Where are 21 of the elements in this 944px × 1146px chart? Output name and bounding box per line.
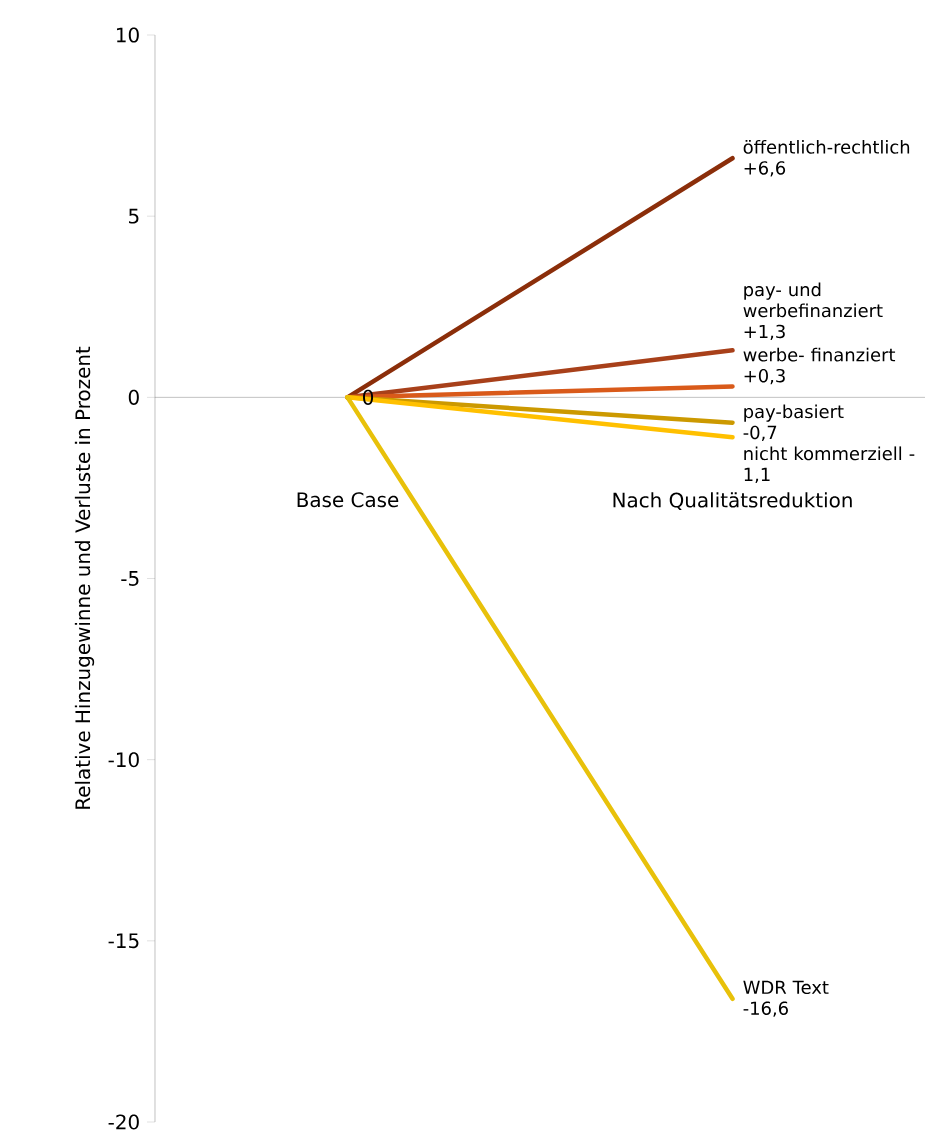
data-label: +1,3: [744, 324, 785, 341]
data-label: 0: [363, 389, 374, 405]
series-label: pay-basiert: [744, 404, 844, 422]
y-tick-label: 10: [116, 27, 139, 43]
y-tick-label: 5: [129, 208, 139, 224]
y-tick-label: 0: [128, 389, 139, 405]
series-label: öffentlich-rechtlich: [743, 139, 910, 154]
data-label: +0,3: [744, 368, 785, 385]
y-axis-title: Relative Hinzugewinne und Verluste in Prozent: [74, 346, 95, 809]
series-label: pay- und werbefinanziert: [743, 282, 883, 318]
data-label: -16,6: [743, 1001, 788, 1017]
data-label: -0,7: [743, 425, 777, 442]
y-tick-label: -5: [121, 571, 139, 586]
data-label: +6,6: [744, 161, 786, 177]
series-label: werbe- finanziert: [743, 347, 896, 362]
series-label: WDR Text: [743, 980, 829, 995]
y-tick-label: -15: [108, 933, 139, 949]
y-tick-label: -10: [108, 752, 139, 768]
x-tick-label: Nach Qualitätsreduktion: [613, 492, 852, 510]
x-tick-label: Base Case: [297, 492, 399, 508]
y-tick-label: -20: [108, 1114, 139, 1130]
